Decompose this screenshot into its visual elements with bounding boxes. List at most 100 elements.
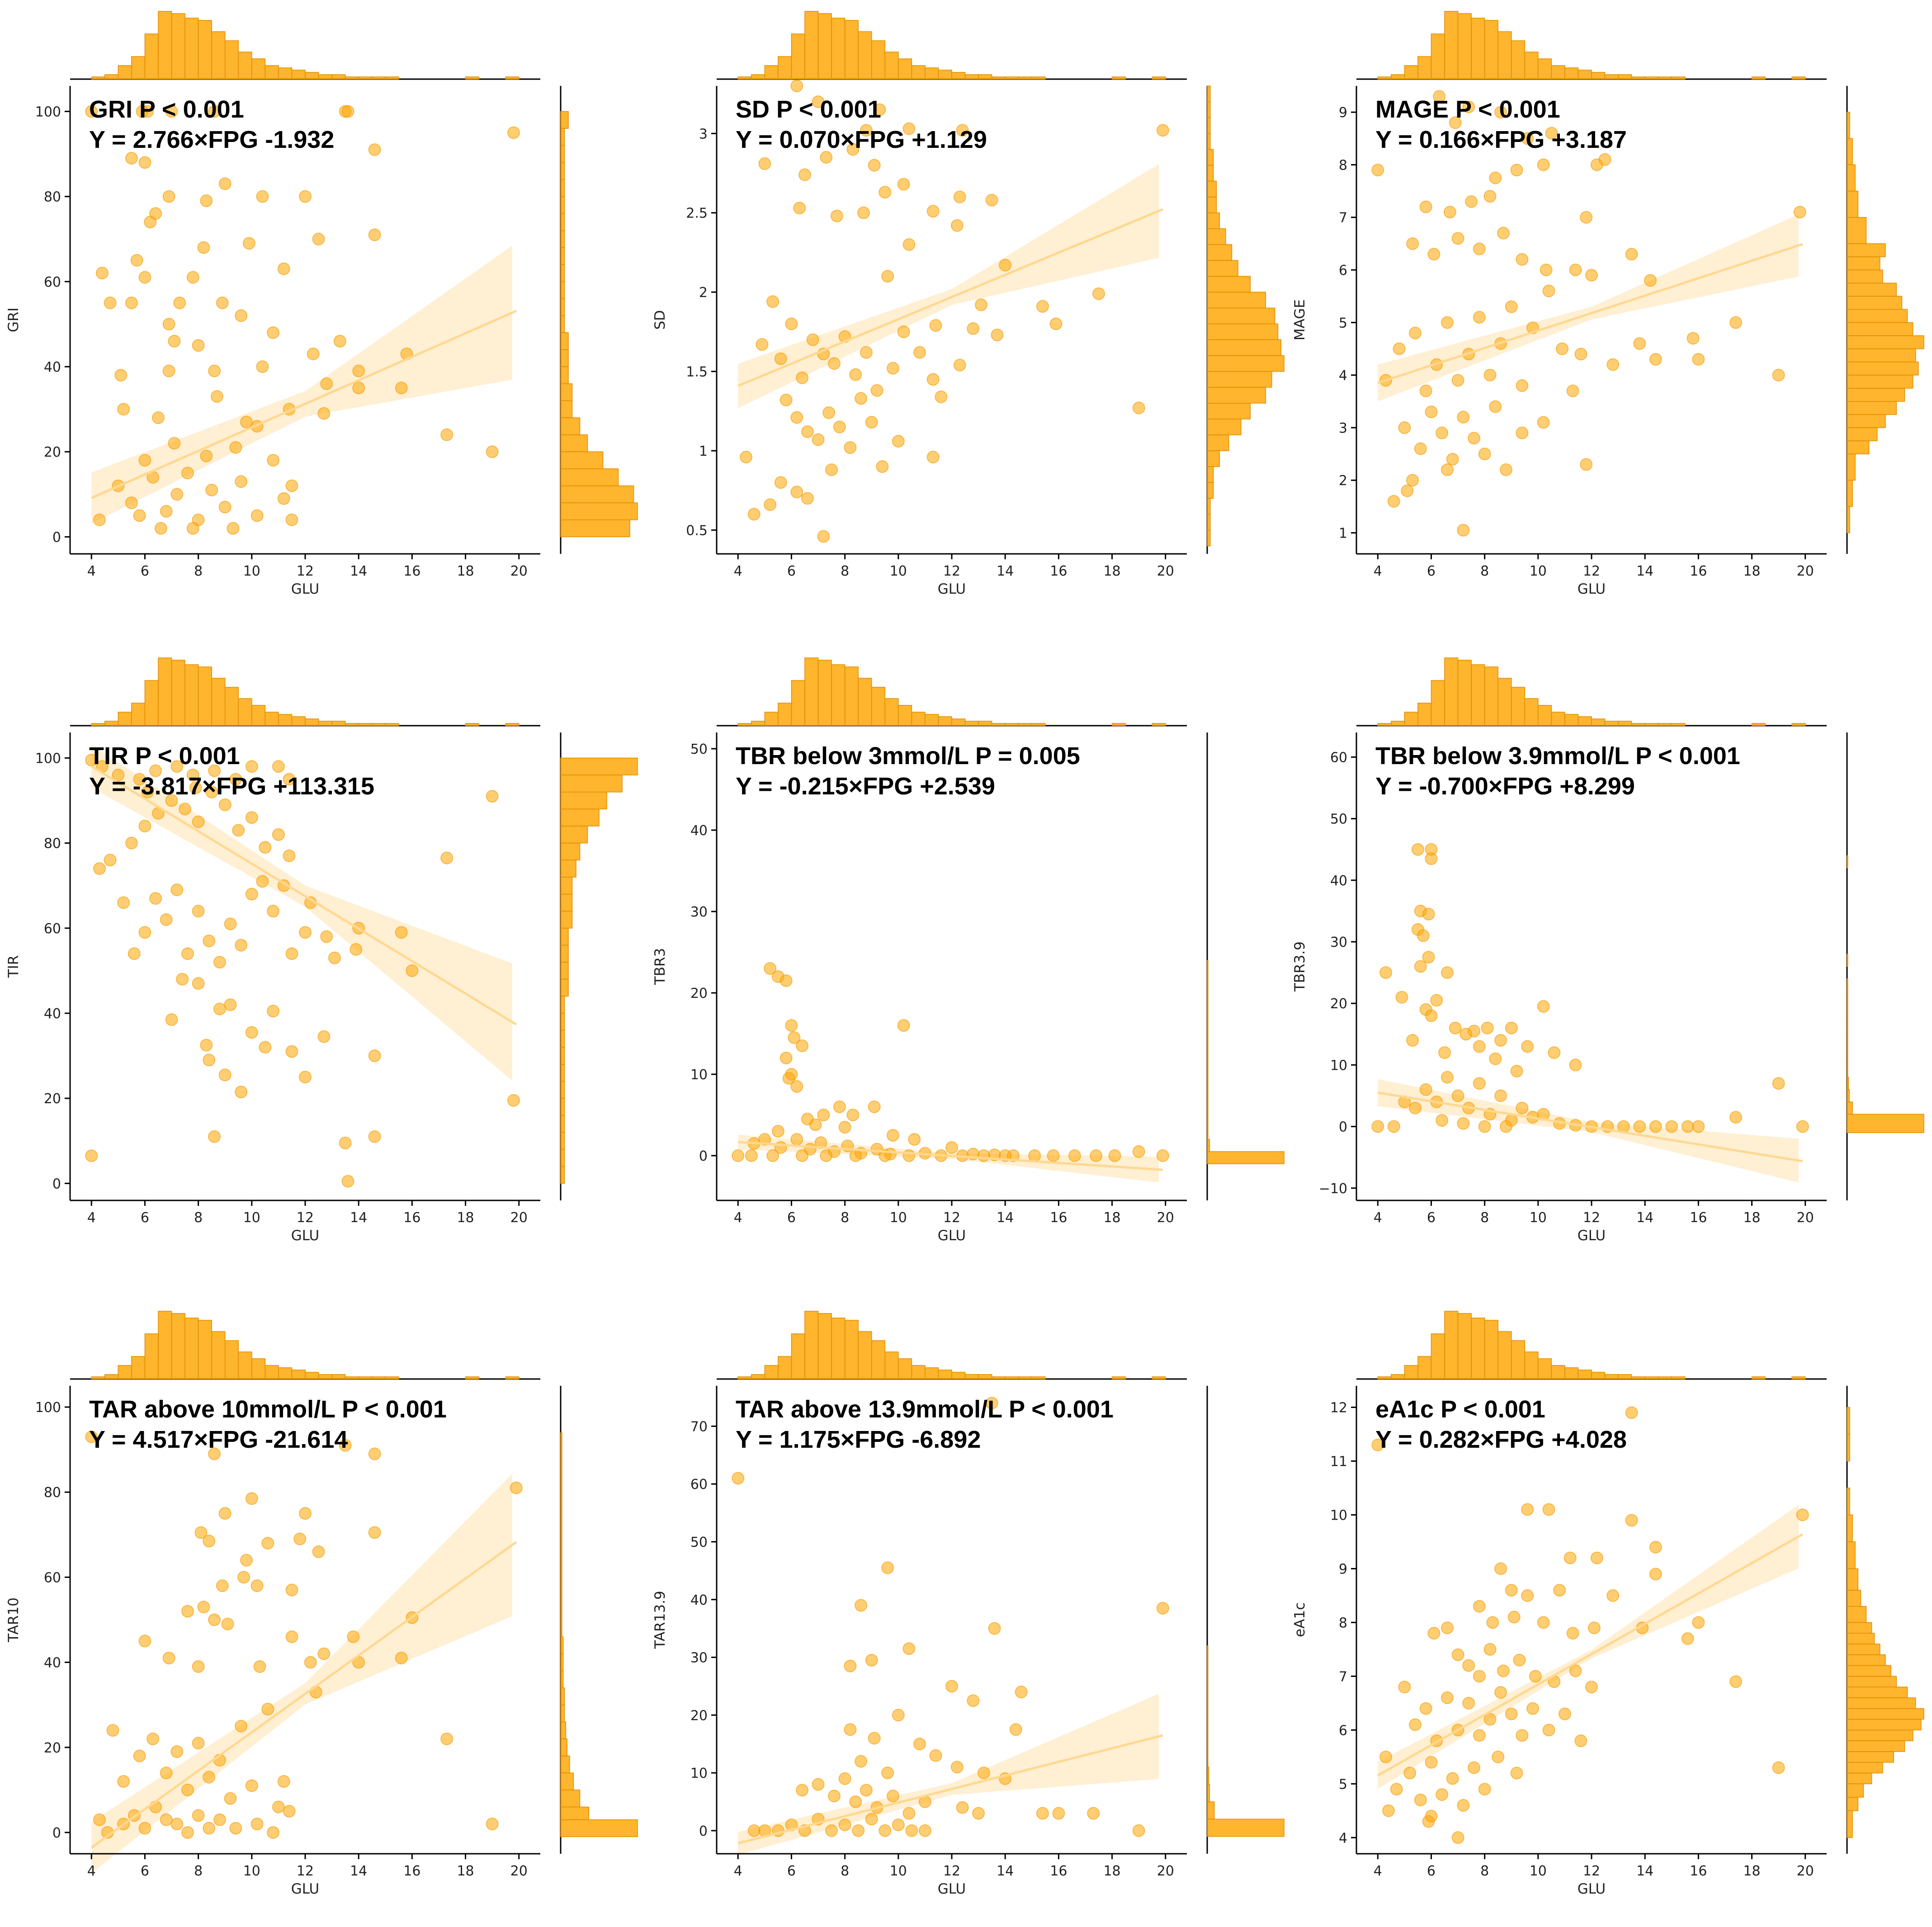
right-hist-bar [1847, 1762, 1883, 1774]
y-axis-label: TBR3.9 [1292, 941, 1308, 992]
right-hist-bar [560, 1483, 562, 1501]
data-point [1419, 1083, 1432, 1096]
data-point [285, 1630, 298, 1644]
y-tick-label: 3 [1339, 420, 1347, 436]
right-hist-bar [1847, 335, 1924, 350]
right-hist-bar [560, 775, 623, 793]
top-hist-bar [331, 1374, 346, 1379]
data-point [170, 1745, 184, 1758]
top-hist-bar [238, 1351, 252, 1379]
data-point [1419, 200, 1432, 213]
right-hist-bar [1207, 435, 1229, 451]
x-tick-label: 4 [87, 1210, 96, 1226]
data-point [855, 392, 868, 405]
x-tick-label: 8 [194, 563, 203, 579]
right-hist-bar [1847, 374, 1913, 389]
x-tick-label: 6 [1427, 563, 1436, 579]
right-hist-bar [1847, 1751, 1894, 1763]
y-tick-label: 0 [699, 1823, 708, 1839]
x-tick-label: 10 [890, 563, 907, 579]
x-axis-label: GLU [938, 1881, 966, 1897]
data-point [1483, 190, 1497, 203]
data-point [211, 390, 223, 403]
data-point [771, 1125, 784, 1138]
top-hist-bar [831, 664, 846, 726]
data-point [208, 1130, 221, 1143]
right-hist-bar [560, 1081, 565, 1099]
x-tick-label: 20 [510, 1863, 528, 1879]
top-hist-bar [184, 1318, 199, 1379]
top-hist-bar [1444, 657, 1459, 726]
data-point [320, 930, 333, 943]
data-point [152, 411, 165, 424]
regression-line [90, 765, 517, 1026]
top-hist-bar [158, 657, 172, 726]
data-point [165, 1013, 178, 1026]
data-point [1556, 342, 1568, 355]
data-point [855, 1599, 868, 1612]
top-hist-bar [1497, 678, 1512, 726]
data-point [881, 270, 894, 283]
right-hist-bar [1847, 1697, 1916, 1709]
panel-title: eA1c P < 0.001 [1375, 1396, 1545, 1423]
top-hist-bar [1018, 76, 1033, 80]
right-hist-bar [560, 1013, 565, 1031]
right-hist-bar [1207, 1801, 1215, 1820]
data-point [838, 1772, 851, 1785]
data-point [507, 1094, 520, 1107]
top-hist-bar [1604, 721, 1619, 726]
data-point [1473, 1077, 1486, 1090]
x-tick-label: 18 [1743, 1210, 1760, 1226]
data-point [1422, 951, 1435, 964]
panel-tar13-9: 4 6 8 10 12 14 16 18 20 0 10 20 30 40 50 60 70 GLU TAR13.9… [652, 1311, 1285, 1897]
x-tick-label: 12 [297, 1863, 314, 1879]
y-tick-label: 40 [1330, 873, 1347, 889]
data-point [181, 1605, 194, 1618]
data-point [1483, 368, 1497, 382]
top-hist-bar [1005, 1376, 1019, 1379]
top-hist-bar [1644, 76, 1659, 80]
data-point [1446, 1772, 1459, 1785]
right-hist-bar [1847, 1077, 1849, 1090]
y-tick-label: 10 [1330, 1058, 1347, 1073]
top-hist-bar [1578, 70, 1592, 80]
y-tick-label: 0 [52, 1825, 61, 1841]
right-hist-bar [1847, 1101, 1853, 1115]
data-point [1796, 1508, 1809, 1521]
top-hist-bar [1631, 76, 1645, 80]
data-point [304, 1656, 317, 1669]
x-tick-label: 6 [787, 1210, 796, 1226]
data-point [1393, 342, 1406, 355]
data-point [237, 1571, 250, 1584]
right-hist-bar [1207, 1818, 1285, 1837]
regression-equation: Y = 2.766×FPG -1.932 [89, 126, 334, 153]
right-hist-bar [560, 162, 565, 180]
x-tick-label: 16 [403, 563, 420, 579]
right-hist-bar [1847, 1740, 1905, 1752]
top-hist-bar [884, 1351, 899, 1379]
x-axis-label: GLU [938, 581, 966, 597]
x-tick-label: 14 [997, 1863, 1014, 1879]
y-axis-label: MAGE [1292, 299, 1308, 340]
data-point [828, 1790, 841, 1803]
data-point [272, 828, 285, 841]
data-point [1516, 1729, 1529, 1742]
data-point [216, 1579, 229, 1592]
right-hist-bar [560, 928, 569, 946]
data-point [857, 206, 870, 219]
data-point [218, 177, 231, 190]
data-point [328, 951, 341, 964]
top-hist-bar [1578, 1370, 1592, 1379]
y-tick-label: 8 [1339, 157, 1347, 173]
regression-line [91, 310, 517, 499]
y-axis-label: TBR3 [652, 948, 668, 985]
right-hist-bar [1847, 1633, 1875, 1644]
right-hist-bar [1847, 361, 1919, 376]
data-point [1441, 1691, 1454, 1704]
right-hist-bar [1207, 101, 1211, 118]
data-point [812, 95, 825, 109]
right-hist-bar [1847, 348, 1916, 363]
right-hist-bar [1207, 402, 1251, 420]
data-point [838, 1121, 851, 1134]
right-hist-bar [1207, 133, 1211, 150]
